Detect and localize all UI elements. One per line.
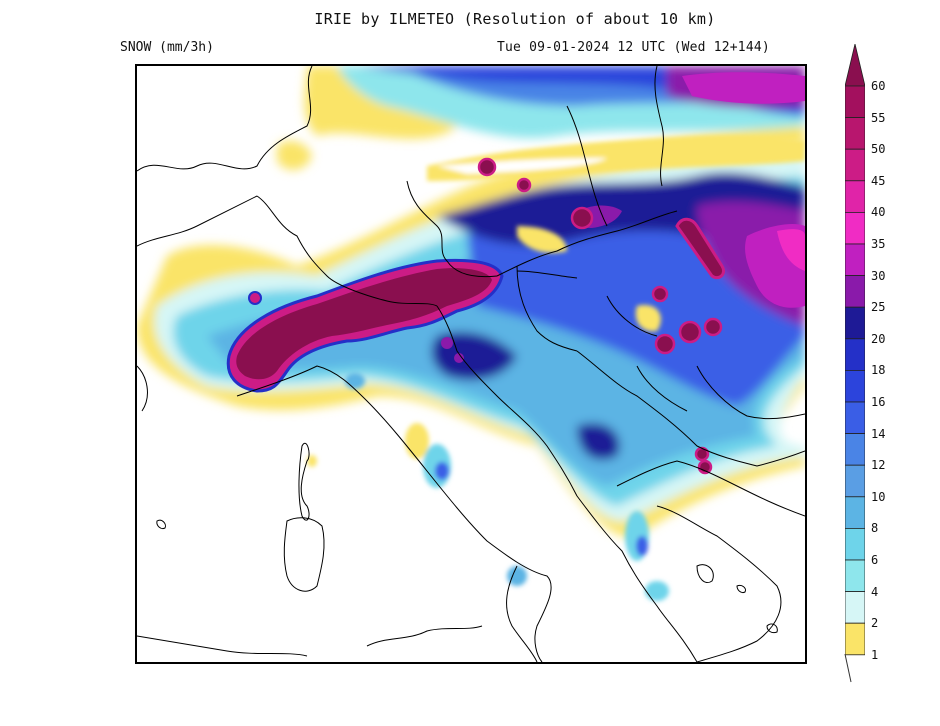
colorbar-label: 30 [871,268,886,283]
colorbar-label: 45 [871,173,886,188]
colorbar-label: 16 [871,395,886,409]
colorbar-label: 12 [871,458,886,473]
chart-title: IRIE by ILMETEO (Resolution of about 10 … [314,10,716,28]
colorbar-label: 25 [871,300,886,315]
colorbar-overflow-arrow [844,43,866,87]
colorbar-bins [844,85,866,656]
colorbar-label: 10 [871,489,886,504]
colorbar-label: 18 [871,363,886,378]
colorbar-label: 20 [871,331,886,346]
colorbar-label: 14 [871,426,886,441]
colorbar-label: 50 [871,142,886,157]
southern-blobs [307,373,669,601]
coastlines-borders [137,66,805,662]
colorbar-label: 4 [871,584,879,599]
colorbar-label: 1 [871,647,879,662]
colorbar-label: 8 [871,521,879,536]
heavy-snow-cores [226,72,805,475]
snow-field [137,66,805,662]
colorbar-tail-line [844,654,852,683]
valid-time-label: Tue 09-01-2024 12 UTC (Wed 12+144) [497,40,770,55]
colorbar [844,43,866,656]
snow-map [135,64,807,664]
colorbar-label: 6 [871,553,879,567]
colorbar-label: 2 [871,616,879,631]
colorbar-label: 40 [871,205,886,220]
colorbar-label: 35 [871,237,886,251]
colorbar-label: 60 [871,79,886,93]
variable-label: SNOW (mm/3h) [120,40,214,55]
colorbar-label: 55 [871,110,886,125]
